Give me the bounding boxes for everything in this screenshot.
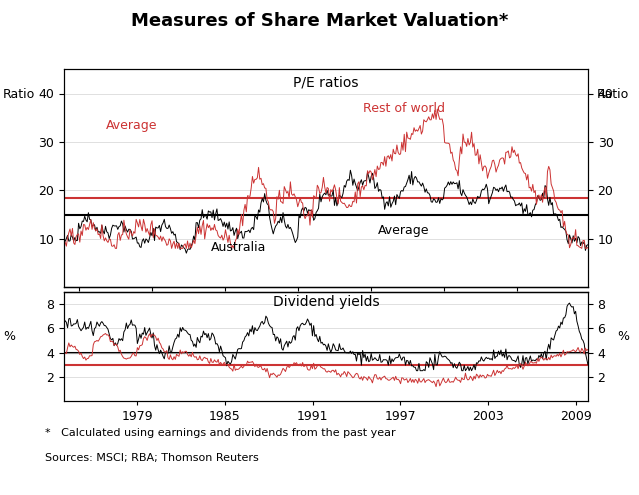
Text: Dividend yields: Dividend yields bbox=[273, 296, 379, 309]
Text: Ratio: Ratio bbox=[3, 88, 35, 100]
Text: %: % bbox=[617, 330, 629, 343]
Text: Rest of world: Rest of world bbox=[362, 102, 445, 115]
Text: Measures of Share Market Valuation*: Measures of Share Market Valuation* bbox=[131, 12, 508, 30]
Text: Australia: Australia bbox=[211, 242, 266, 254]
Text: Average: Average bbox=[106, 119, 157, 133]
Text: P/E ratios: P/E ratios bbox=[293, 76, 358, 90]
Text: Average: Average bbox=[378, 224, 430, 237]
Text: Ratio: Ratio bbox=[597, 88, 629, 100]
Text: %: % bbox=[3, 330, 15, 343]
Text: Sources: MSCI; RBA; Thomson Reuters: Sources: MSCI; RBA; Thomson Reuters bbox=[45, 453, 259, 463]
Text: *   Calculated using earnings and dividends from the past year: * Calculated using earnings and dividend… bbox=[45, 428, 396, 438]
